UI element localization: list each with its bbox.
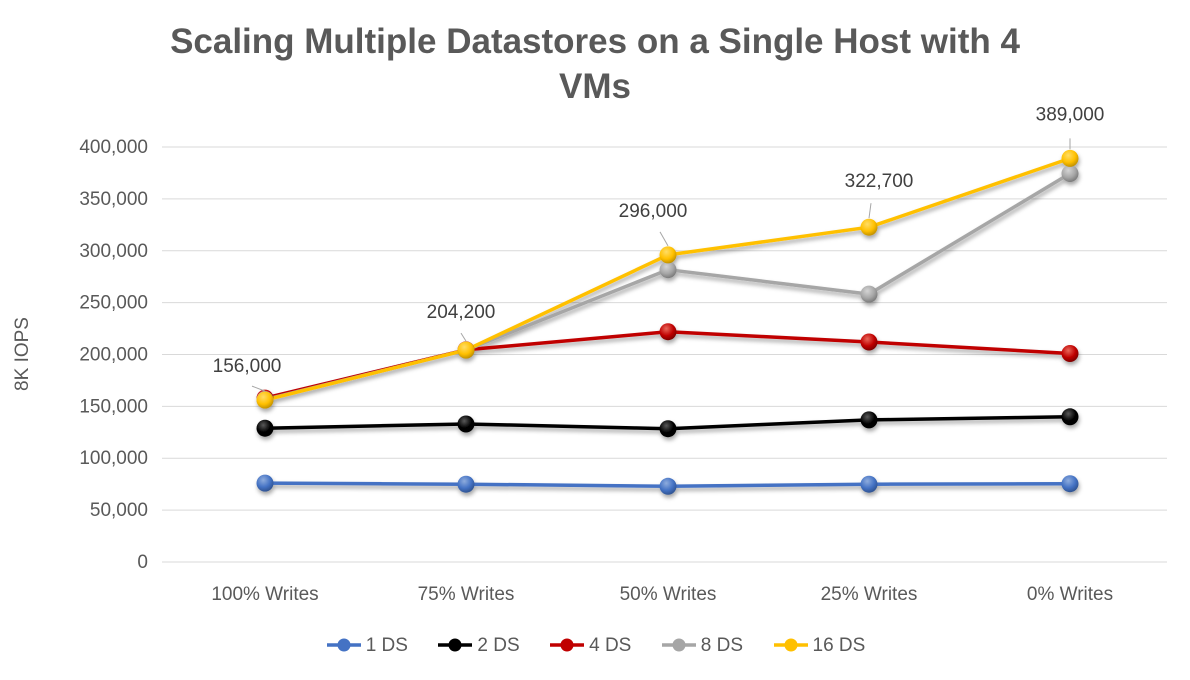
svg-text:50,000: 50,000: [90, 500, 148, 521]
svg-text:156,000: 156,000: [213, 356, 282, 377]
svg-text:389,000: 389,000: [1036, 104, 1105, 125]
svg-text:350,000: 350,000: [79, 189, 148, 210]
svg-text:0% Writes: 0% Writes: [1027, 584, 1113, 605]
svg-text:204,200: 204,200: [427, 302, 496, 323]
svg-text:150,000: 150,000: [79, 396, 148, 417]
svg-text:100% Writes: 100% Writes: [211, 584, 318, 605]
svg-text:296,000: 296,000: [619, 201, 688, 222]
svg-text:250,000: 250,000: [79, 293, 148, 314]
svg-text:322,700: 322,700: [845, 171, 914, 192]
svg-text:75% Writes: 75% Writes: [418, 584, 515, 605]
svg-text:100,000: 100,000: [79, 448, 148, 469]
svg-text:8K IOPS: 8K IOPS: [12, 317, 33, 391]
svg-text:400,000: 400,000: [79, 137, 148, 158]
svg-text:0: 0: [137, 552, 148, 573]
svg-text:50% Writes: 50% Writes: [620, 584, 717, 605]
svg-text:25% Writes: 25% Writes: [821, 584, 918, 605]
svg-text:300,000: 300,000: [79, 241, 148, 262]
svg-text:200,000: 200,000: [79, 345, 148, 366]
